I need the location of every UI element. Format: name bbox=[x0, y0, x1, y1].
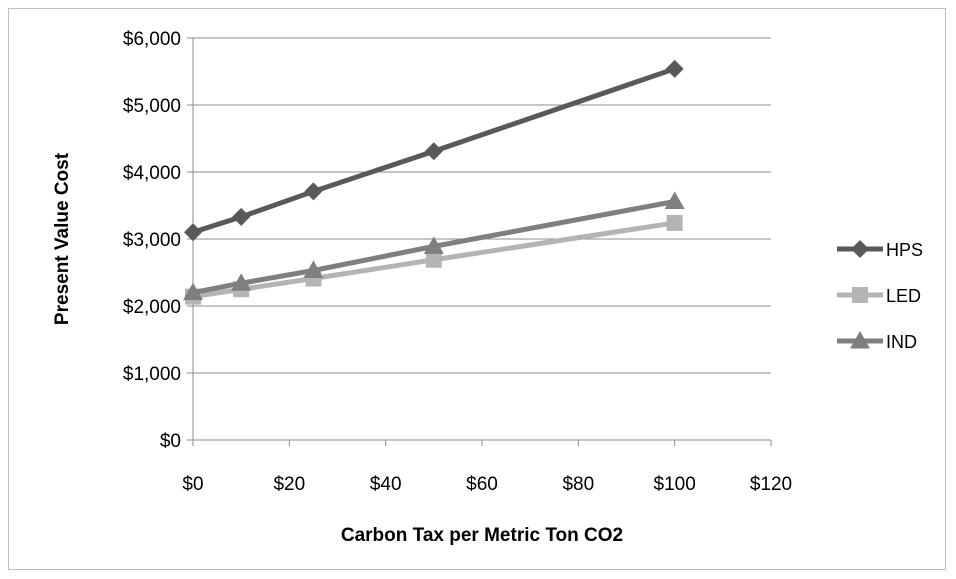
legend-label-ind: IND bbox=[886, 332, 917, 352]
series-ind bbox=[183, 191, 685, 301]
gridlines bbox=[193, 37, 771, 374]
data-point-ind bbox=[664, 191, 685, 209]
legend-marker-hps bbox=[851, 240, 869, 258]
x-tick-label: $100 bbox=[654, 474, 696, 495]
legend-label-hps: HPS bbox=[886, 240, 923, 260]
x-axis-title: Carbon Tax per Metric Ton CO2 bbox=[341, 525, 623, 546]
y-tick-label: $1,000 bbox=[123, 364, 181, 385]
y-tick-label: $2,000 bbox=[123, 297, 181, 318]
y-tick-label: $0 bbox=[160, 431, 181, 452]
x-axis-ticks: $0 $20 $40 $60 $80 $100 $120 bbox=[182, 440, 792, 495]
legend-item-ind: IND bbox=[837, 331, 917, 352]
legend: HPS LED IND bbox=[837, 240, 923, 352]
x-tick-label: $0 bbox=[182, 474, 203, 495]
x-tick-label: $40 bbox=[370, 474, 402, 495]
y-axis-title: Present Value Cost bbox=[52, 152, 73, 325]
y-tick-label: $5,000 bbox=[123, 96, 181, 117]
data-point-led bbox=[425, 251, 442, 268]
data-point-hps bbox=[232, 207, 251, 226]
data-point-led bbox=[666, 214, 683, 231]
legend-item-hps: HPS bbox=[837, 240, 923, 260]
y-axis-ticks: $0 $1,000 $2,000 $3,000 $4,000 $5,000 $6,000 bbox=[123, 29, 193, 452]
legend-label-led: LED bbox=[886, 286, 921, 306]
legend-marker-ind bbox=[850, 331, 870, 349]
series-group bbox=[183, 59, 685, 305]
series-hps bbox=[184, 59, 684, 242]
series-led bbox=[185, 214, 683, 305]
data-point-hps bbox=[184, 223, 202, 242]
data-point-hps bbox=[304, 182, 323, 201]
legend-marker-led bbox=[852, 287, 868, 303]
chart-frame bbox=[8, 8, 946, 570]
x-tick-label: $20 bbox=[273, 474, 305, 495]
x-tick-label: $80 bbox=[562, 474, 594, 495]
y-tick-label: $3,000 bbox=[123, 230, 181, 251]
y-tick-label: $4,000 bbox=[123, 163, 181, 184]
x-tick-label: $60 bbox=[466, 474, 498, 495]
data-point-ind bbox=[231, 273, 252, 291]
data-point-hps bbox=[424, 142, 443, 161]
x-tick-label: $120 bbox=[750, 474, 792, 495]
data-point-ind bbox=[423, 236, 444, 254]
data-point-ind bbox=[303, 260, 324, 278]
data-point-hps bbox=[665, 59, 684, 78]
legend-item-led: LED bbox=[837, 286, 921, 306]
data-point-ind bbox=[183, 282, 203, 301]
y-tick-label: $6,000 bbox=[123, 29, 181, 50]
